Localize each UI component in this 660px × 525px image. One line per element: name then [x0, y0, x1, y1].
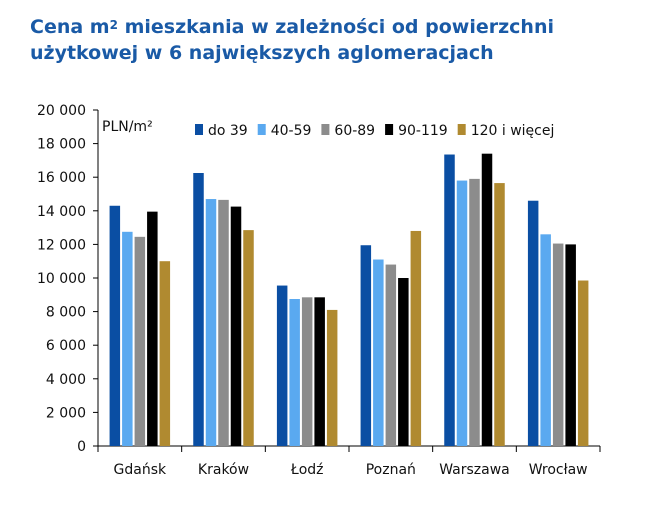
chart-title-line-2: użytkowej w 6 największych aglomeracjach: [30, 42, 494, 64]
y-tick-label: 12 000: [37, 237, 86, 253]
bar: [398, 278, 409, 446]
bar: [540, 234, 551, 446]
bars: [109, 153, 589, 446]
bar: [314, 297, 325, 446]
y-tick-label: 18 000: [37, 137, 86, 153]
y-tick-label: 8 000: [46, 305, 86, 321]
x-category-label: Łodź: [290, 462, 324, 478]
y-axis: 0 2 000 4 000 6 000 8 000 10 000 12 000 14 000 1…: [37, 103, 99, 455]
x-category-label: Wrocław: [529, 462, 588, 478]
x-category-label: Warszawa: [439, 462, 510, 478]
bar: [385, 264, 397, 446]
bar: [373, 259, 384, 446]
bar: [469, 178, 480, 446]
y-tick-label: 14 000: [37, 204, 86, 220]
bar: [205, 199, 217, 446]
bar: [109, 205, 121, 446]
legend-swatch: [195, 124, 203, 135]
legend: do 39 40-59 60-89 90-119 120 i więcej: [195, 123, 554, 139]
x-axis: Gdańsk Kraków Łodź Poznań Warszawa Wrocław: [97, 445, 601, 478]
legend-label: 120 i więcej: [471, 123, 555, 139]
chart-title-line-1: Cena m2 mieszkania w zależności od powie…: [30, 16, 554, 38]
bar: [301, 297, 313, 446]
bar: [243, 230, 254, 446]
y-tick-label: 16 000: [37, 170, 86, 186]
bar: [134, 236, 146, 446]
bar: [481, 153, 493, 446]
legend-swatch: [321, 124, 330, 135]
bar: [494, 183, 505, 446]
bar: [552, 243, 564, 446]
legend-label: 60-89: [334, 123, 375, 139]
bar: [410, 230, 422, 446]
bar: [159, 261, 171, 446]
bar: [218, 199, 229, 446]
bar: [193, 173, 204, 446]
legend-swatch: [257, 124, 266, 135]
bar: [577, 280, 589, 446]
x-category-label: Gdańsk: [114, 462, 167, 478]
bar: [289, 299, 300, 446]
bar: [565, 244, 576, 446]
y-tick-label: 2 000: [46, 405, 86, 421]
bar: [276, 285, 288, 446]
legend-label: 90-119: [398, 123, 448, 139]
x-category-label: Poznań: [366, 462, 416, 478]
legend-swatch: [457, 124, 466, 135]
bar: [456, 180, 468, 446]
x-category-label: Kraków: [198, 462, 249, 478]
legend-swatch: [385, 124, 394, 135]
legend-label: do 39: [208, 123, 248, 139]
y-tick-label: 0: [77, 439, 86, 455]
bar: [326, 309, 338, 446]
y-tick-label: 4 000: [46, 372, 86, 388]
y-tick-label: 20 000: [37, 103, 86, 119]
bar: [360, 245, 372, 446]
bar: [230, 206, 242, 446]
y-unit-label: PLN/m²: [102, 119, 153, 135]
bar: [527, 200, 539, 446]
y-tick-label: 6 000: [46, 338, 86, 354]
bar: [444, 154, 455, 446]
bar: [122, 231, 133, 446]
legend-label: 40-59: [271, 123, 312, 139]
bar: [147, 211, 158, 446]
chart-title: Cena m2 mieszkania w zależności od powie…: [30, 14, 630, 66]
y-tick-label: 10 000: [37, 271, 86, 287]
